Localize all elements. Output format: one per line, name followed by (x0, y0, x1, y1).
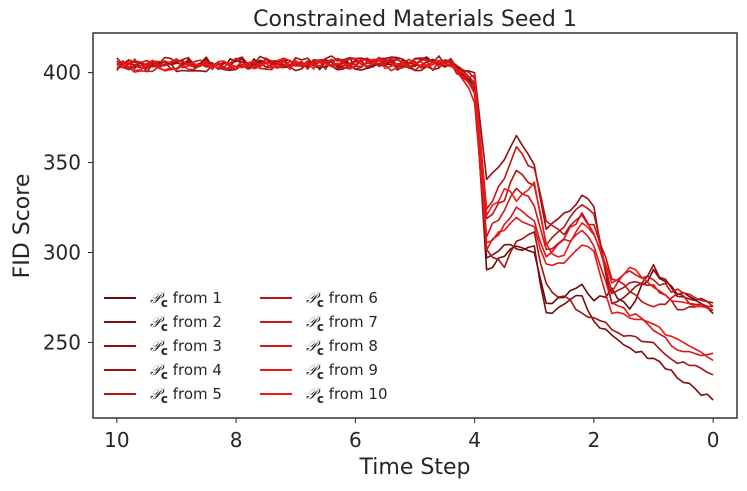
legend-label: 𝒫c from 7 (306, 313, 378, 334)
series-line-10 (116, 58, 714, 311)
legend-entry-7: 𝒫c from 7 (260, 313, 378, 334)
legend-label: 𝒫c from 3 (150, 337, 222, 358)
tick-layer: 10 8 6 4 2 0 250 300 350 400 (43, 61, 720, 452)
legend-entry-3: 𝒫c from 3 (104, 337, 222, 358)
x-tick-label: 8 (230, 428, 243, 452)
legend-label: 𝒫c from 9 (306, 361, 378, 382)
y-axis-label: FID Score (10, 174, 35, 279)
legend-entry-4: 𝒫c from 4 (104, 361, 222, 382)
x-tick-label: 4 (468, 428, 481, 452)
legend-label: 𝒫c from 1 (150, 289, 222, 310)
y-tick-label: 300 (43, 240, 81, 264)
legend-entry-10: 𝒫c from 10 (260, 385, 387, 406)
y-tick-label: 400 (43, 61, 81, 85)
legend-entry-6: 𝒫c from 6 (260, 289, 378, 310)
chart-title: Constrained Materials Seed 1 (253, 7, 577, 32)
y-tick-label: 350 (43, 151, 81, 175)
plot-frame (92, 32, 738, 419)
legend: 𝒫c from 1 𝒫c from 2 𝒫c from 3 𝒫c from 4 𝒫c f… (104, 289, 387, 406)
x-tick-label: 6 (349, 428, 362, 452)
x-tick-label: 2 (588, 428, 601, 452)
legend-label: 𝒫c from 2 (150, 313, 222, 334)
plot-layer (116, 55, 714, 401)
legend-label: 𝒫c from 6 (306, 289, 378, 310)
x-tick-label: 0 (707, 428, 720, 452)
legend-label: 𝒫c from 4 (150, 361, 222, 382)
legend-label: 𝒫c from 10 (306, 385, 387, 406)
legend-label: 𝒫c from 8 (306, 337, 378, 358)
y-tick-label: 250 (43, 330, 81, 354)
x-tick-label: 10 (104, 428, 129, 452)
legend-label: 𝒫c from 5 (150, 385, 222, 406)
x-axis-label: Time Step (359, 455, 471, 480)
